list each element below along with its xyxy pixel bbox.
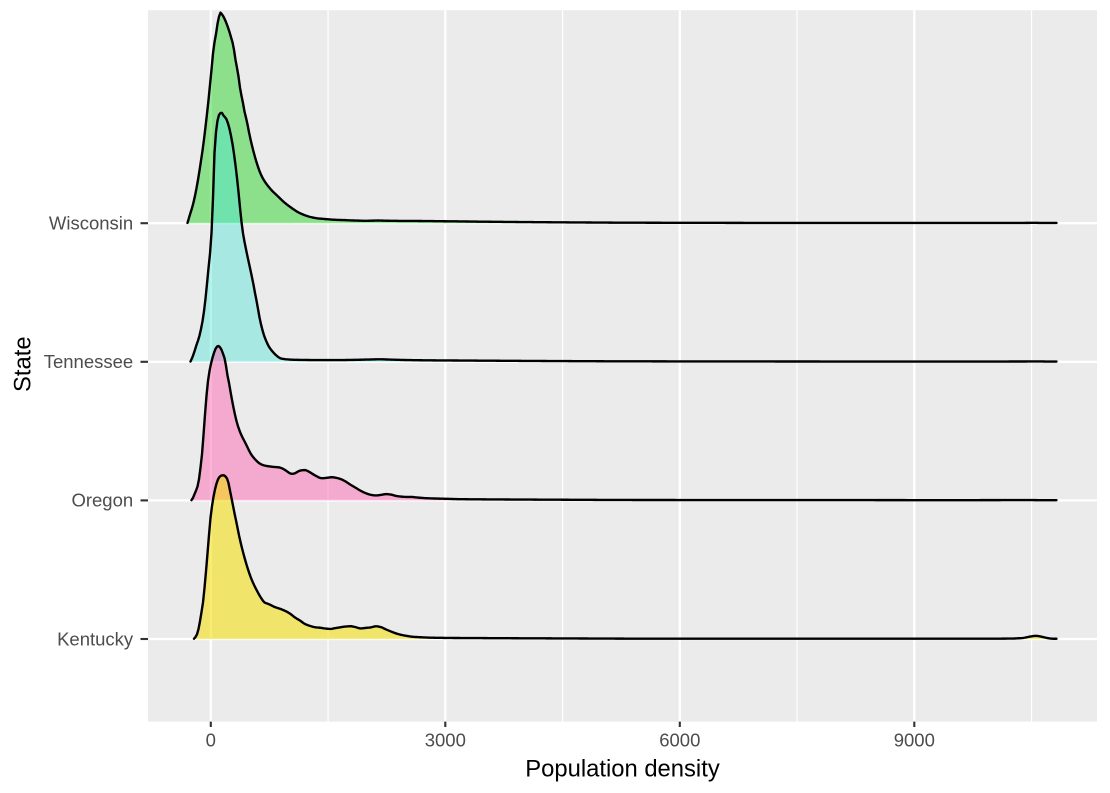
svg-text:6000: 6000 [659, 730, 700, 751]
svg-text:Kentucky: Kentucky [57, 628, 134, 649]
svg-text:3000: 3000 [425, 730, 466, 751]
svg-text:9000: 9000 [894, 730, 935, 751]
svg-text:Wisconsin: Wisconsin [49, 213, 133, 234]
svg-text:Oregon: Oregon [71, 490, 133, 511]
svg-text:State: State [10, 336, 37, 392]
svg-text:Population density: Population density [525, 756, 720, 783]
svg-text:Tennessee: Tennessee [44, 351, 133, 372]
svg-text:0: 0 [206, 730, 216, 751]
